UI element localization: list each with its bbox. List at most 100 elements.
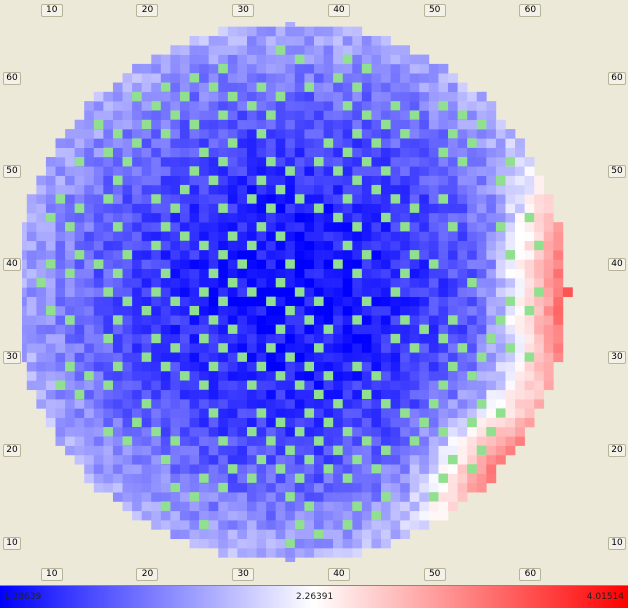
heatmap-cell bbox=[371, 91, 382, 102]
heatmap-cell bbox=[524, 194, 535, 204]
heatmap-cell bbox=[256, 157, 267, 167]
heatmap-cell bbox=[285, 529, 296, 540]
heatmap-cell bbox=[132, 82, 142, 93]
heatmap-cell bbox=[457, 408, 468, 418]
colorbar-min-label: 1.38639 bbox=[4, 592, 42, 602]
measurement-site bbox=[381, 445, 391, 455]
heatmap-cell bbox=[419, 501, 430, 512]
measurement-site bbox=[294, 194, 305, 204]
heatmap-cell bbox=[266, 175, 277, 186]
heatmap-cell bbox=[342, 203, 353, 214]
heatmap-cell bbox=[495, 129, 506, 139]
heatmap-cell bbox=[132, 436, 142, 446]
measurement-site bbox=[275, 464, 286, 474]
heatmap-cell bbox=[151, 129, 162, 139]
heatmap-cell bbox=[419, 91, 430, 102]
measurement-site bbox=[227, 324, 238, 334]
heatmap-cell bbox=[266, 305, 277, 316]
heatmap-cell bbox=[361, 231, 372, 242]
heatmap-cell bbox=[93, 184, 104, 195]
heatmap-cell bbox=[256, 278, 267, 288]
heatmap-cell bbox=[361, 464, 372, 474]
heatmap-cell bbox=[457, 91, 468, 102]
heatmap-cell bbox=[246, 538, 257, 549]
heatmap-cell bbox=[419, 399, 430, 409]
heatmap-cell bbox=[400, 305, 411, 316]
heatmap-cell bbox=[448, 324, 458, 335]
heatmap-cell bbox=[342, 445, 353, 456]
heatmap-cell bbox=[381, 287, 391, 297]
heatmap-cell bbox=[333, 287, 344, 297]
heatmap-cell bbox=[74, 278, 85, 288]
heatmap-cell bbox=[438, 110, 449, 121]
measurement-site bbox=[160, 501, 171, 511]
heatmap-cell bbox=[333, 147, 344, 158]
heatmap-cell bbox=[409, 389, 420, 400]
heatmap-cell bbox=[515, 231, 525, 242]
heatmap-cell bbox=[199, 35, 209, 46]
heatmap-cell bbox=[256, 35, 267, 46]
heatmap-cell bbox=[151, 175, 162, 186]
heatmap-cell bbox=[419, 361, 430, 372]
heatmap-cell bbox=[55, 389, 66, 400]
heatmap-cell bbox=[486, 287, 497, 297]
heatmap-cell bbox=[151, 464, 162, 474]
heatmap-cell bbox=[218, 45, 229, 55]
heatmap-cell bbox=[476, 473, 487, 484]
heatmap-cell bbox=[26, 296, 37, 307]
heatmap-cell bbox=[237, 110, 248, 121]
heatmap-cell bbox=[227, 63, 238, 74]
heatmap-cell bbox=[218, 473, 229, 484]
heatmap-cell bbox=[342, 417, 353, 428]
heatmap-cell bbox=[227, 222, 238, 232]
measurement-site bbox=[352, 222, 362, 232]
heatmap-cell bbox=[409, 63, 420, 74]
heatmap-cell bbox=[428, 184, 439, 195]
heatmap-cell bbox=[333, 63, 344, 74]
heatmap-cell bbox=[256, 110, 267, 121]
measurement-site bbox=[476, 352, 487, 362]
heatmap-cell bbox=[486, 315, 497, 325]
heatmap-cell bbox=[314, 380, 324, 391]
heatmap-cell bbox=[266, 417, 277, 428]
heatmap-cell bbox=[218, 101, 229, 111]
heatmap-cell bbox=[208, 510, 219, 521]
measurement-site bbox=[170, 110, 180, 120]
heatmap-cell bbox=[543, 231, 554, 242]
heatmap-cell bbox=[381, 380, 391, 391]
heatmap-cell bbox=[26, 333, 37, 344]
heatmap-cell bbox=[294, 250, 305, 260]
heatmap-cell bbox=[381, 63, 391, 74]
heatmap-cell bbox=[237, 380, 248, 391]
measurement-site bbox=[285, 352, 295, 362]
heatmap-cell bbox=[314, 175, 324, 186]
heatmap-cell bbox=[294, 222, 305, 232]
heatmap-cell bbox=[323, 147, 334, 158]
heatmap-cell bbox=[323, 445, 334, 456]
heatmap-cell bbox=[400, 520, 411, 530]
heatmap-cell bbox=[285, 26, 296, 37]
heatmap-cell bbox=[390, 250, 401, 260]
heatmap-cell bbox=[505, 259, 516, 270]
heatmap-cell bbox=[189, 464, 200, 474]
measurement-site bbox=[495, 222, 506, 232]
heatmap-cell bbox=[237, 371, 248, 381]
heatmap-cell bbox=[400, 119, 411, 130]
heatmap-cell bbox=[428, 203, 439, 214]
measurement-site bbox=[467, 464, 477, 474]
heatmap-cell bbox=[26, 278, 37, 288]
heatmap-cell bbox=[237, 45, 248, 55]
measurement-site bbox=[132, 91, 142, 102]
heatmap-cell bbox=[467, 259, 478, 270]
heatmap-cell bbox=[381, 73, 391, 83]
measurement-site bbox=[275, 417, 286, 427]
heatmap-cell bbox=[352, 26, 363, 37]
measurement-site bbox=[495, 175, 506, 185]
heatmap-cell bbox=[323, 436, 334, 446]
heatmap-cell bbox=[36, 352, 47, 363]
heatmap-cell bbox=[141, 175, 152, 186]
heatmap-cell bbox=[419, 250, 430, 260]
heatmap-cell bbox=[160, 296, 171, 307]
heatmap-cell bbox=[505, 389, 516, 400]
heatmap-cell bbox=[371, 73, 382, 83]
